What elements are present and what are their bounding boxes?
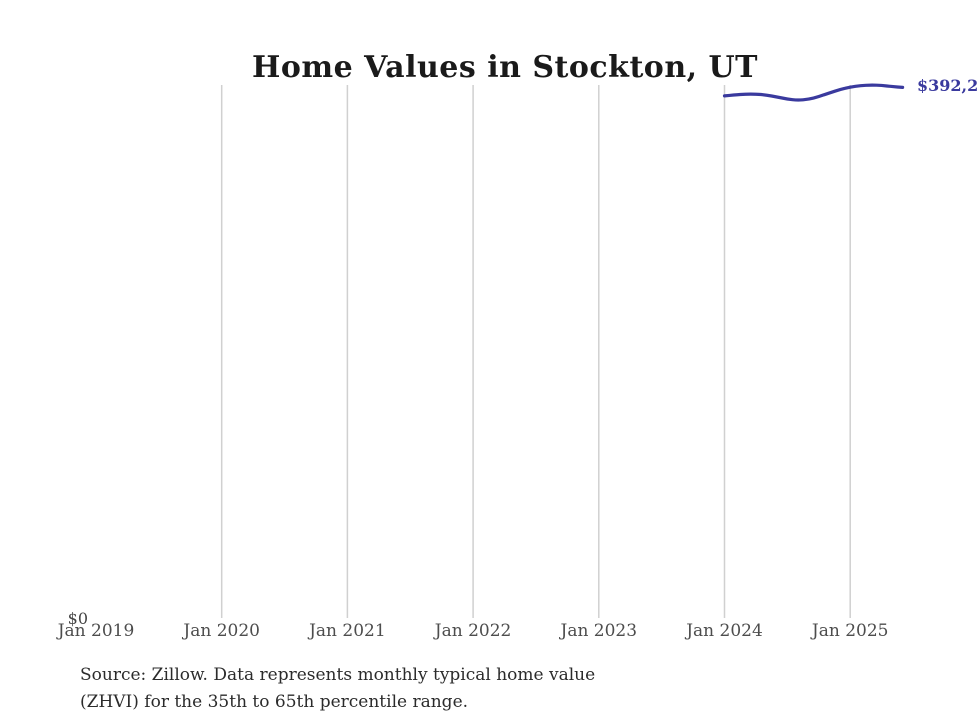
x-tick-label: Jan 2023 <box>560 621 638 641</box>
home-value-line <box>722 83 905 102</box>
source-note-line2: (ZHVI) for the 35th to 65th percentile r… <box>80 692 469 712</box>
x-tick-label: Jan 2020 <box>183 621 260 641</box>
x-tick-label: Jan 2022 <box>434 621 512 641</box>
series-end-value-label: $392,213 <box>917 76 980 95</box>
x-tick-label: Jan 2024 <box>686 621 763 641</box>
x-tick-label: Jan 2019 <box>57 621 135 641</box>
source-note-line1: Source: Zillow. Data represents monthly … <box>80 665 596 685</box>
gridlines <box>220 85 851 618</box>
y-axis-zero-label: $0 <box>67 609 88 628</box>
x-tick-label: Jan 2025 <box>811 621 889 641</box>
chart-title: Home Values in Stockton, UT <box>251 50 759 86</box>
x-tick-label: Jan 2021 <box>309 621 386 641</box>
